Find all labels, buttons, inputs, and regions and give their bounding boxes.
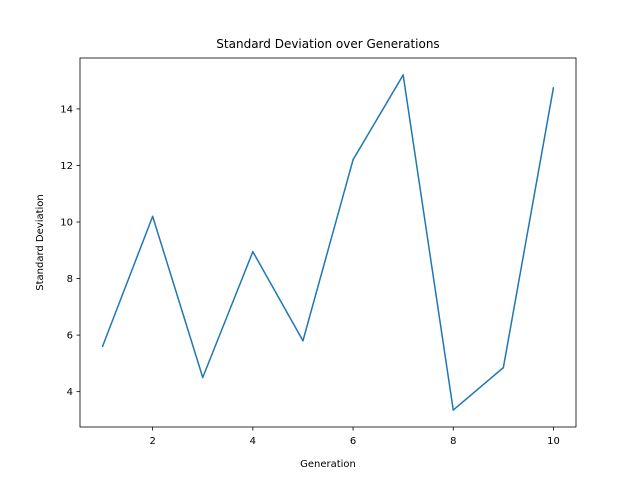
data-point: [352, 159, 354, 161]
plot-frame: [79, 57, 577, 428]
series-line: [101, 74, 555, 411]
data-point: [302, 340, 304, 342]
y-tick-label: 12: [60, 161, 73, 172]
data-point: [202, 376, 204, 379]
plot-area: [101, 74, 555, 411]
x-axis: 2 4 6 8 10: [149, 427, 560, 447]
y-axis: 4 6 8 10 12 14: [60, 104, 80, 398]
y-tick-label: 10: [60, 218, 73, 229]
y-tick-label: 6: [67, 331, 73, 342]
y-tick-label: 14: [60, 104, 73, 115]
data-point: [101, 345, 104, 348]
data-point: [502, 366, 505, 369]
x-axis-label: Generation: [300, 459, 356, 470]
y-tick-label: 4: [67, 387, 73, 398]
data-point: [252, 250, 254, 253]
y-axis-label: Standard Deviation: [35, 194, 46, 291]
chart-title: Standard Deviation over Generations: [216, 37, 439, 51]
y-tick-label: 8: [67, 274, 73, 285]
x-tick-label: 2: [149, 436, 155, 447]
x-tick-label: 8: [450, 436, 456, 447]
data-point: [552, 86, 555, 89]
data-point: [402, 74, 404, 76]
data-point: [452, 409, 454, 411]
x-tick-label: 6: [350, 436, 356, 447]
x-tick-label: 10: [547, 436, 560, 447]
data-point: [151, 215, 154, 218]
x-tick-label: 4: [250, 436, 256, 447]
